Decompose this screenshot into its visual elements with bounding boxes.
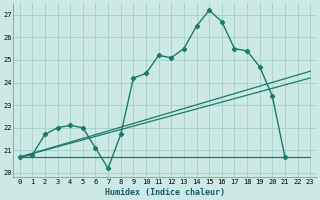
X-axis label: Humidex (Indice chaleur): Humidex (Indice chaleur) [105,188,225,197]
